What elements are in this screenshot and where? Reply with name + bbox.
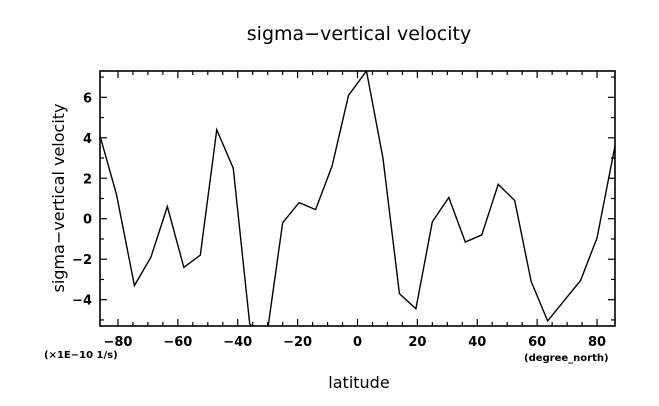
x-tick-label: 80 [588, 335, 606, 350]
x-tick-label: 60 [528, 335, 546, 350]
series-line [100, 71, 615, 326]
y-tick-label: 0 [83, 213, 92, 228]
x-axis-ticks: −80 −60 −40 −20 0 20 40 60 80 [103, 71, 606, 350]
x-tick-label: −40 [223, 335, 252, 350]
y-tick-label: −4 [72, 294, 92, 309]
y-tick-label: 2 [83, 172, 92, 187]
x-tick-label: −60 [163, 335, 192, 350]
x-tick-label: −80 [103, 335, 132, 350]
y-unit-label: (×1E−10 1/s) [44, 350, 118, 361]
y-tick-label: 4 [83, 132, 92, 147]
x-tick-label: 0 [353, 335, 362, 350]
y-tick-label: −2 [72, 253, 92, 268]
chart-title: sigma−vertical velocity [247, 23, 471, 45]
x-unit-label: (degree_north) [524, 353, 609, 364]
x-tick-label: 40 [468, 335, 486, 350]
x-tick-label: −20 [283, 335, 312, 350]
y-axis-label: sigma−vertical velocity [49, 103, 68, 292]
axes [99, 70, 616, 327]
x-axis-label: latitude [328, 373, 389, 392]
plot-area [100, 71, 615, 326]
x-tick-label: 20 [408, 335, 426, 350]
y-axis-ticks: −4 −2 0 2 4 6 [72, 76, 615, 321]
plot-frame [99, 70, 616, 327]
y-tick-label: 6 [83, 91, 92, 106]
